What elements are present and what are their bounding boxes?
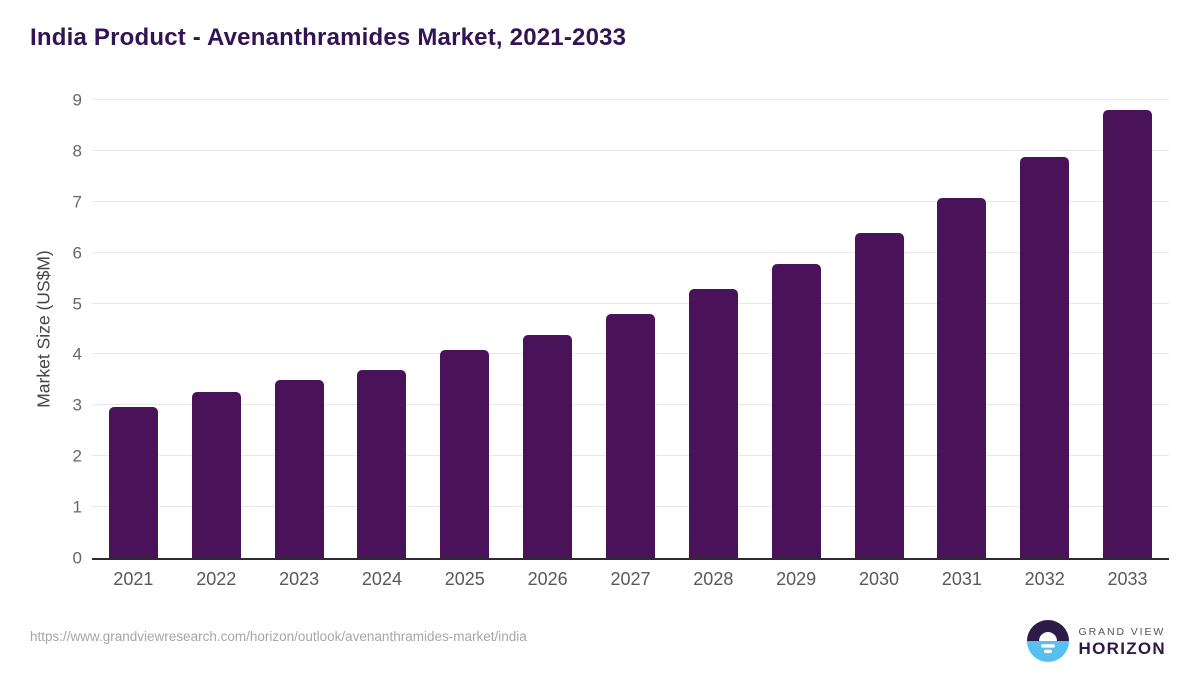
y-axis-tick-labels: 0 1 2 3 4 5 6 7 8 9 <box>50 92 82 567</box>
logo-grand-view-text: GRAND VIEW <box>1078 625 1166 638</box>
x-tick-label-2023: 2023 <box>279 569 320 589</box>
bar-slot <box>755 100 838 558</box>
y-tick-label: 5 <box>72 294 82 314</box>
bar-2029[interactable] <box>771 263 821 558</box>
bar-2032[interactable] <box>1020 157 1070 558</box>
x-tick-label-2021: 2021 <box>113 569 154 589</box>
bar-slot <box>341 100 424 558</box>
bar-slot <box>672 100 755 558</box>
x-axis-tick-labels: 2021 2022 2023 2024 2025 2026 2027 2028 2029 2030… <box>92 569 1169 590</box>
bar-2021[interactable] <box>108 406 158 558</box>
gridline <box>92 302 1169 304</box>
bar-series <box>92 100 1169 558</box>
bar-2031[interactable] <box>937 197 987 558</box>
y-tick-label: 9 <box>72 90 82 110</box>
bar-slot <box>589 100 672 558</box>
x-tick-label-2027: 2027 <box>610 569 651 589</box>
x-tick-label-2031: 2031 <box>941 569 982 589</box>
brand-logo: GRAND VIEW HORIZON <box>1026 620 1166 662</box>
bar-2025[interactable] <box>440 349 490 558</box>
y-tick-label: 3 <box>72 395 82 415</box>
bar-slot <box>258 100 341 558</box>
bar-2022[interactable] <box>191 391 241 558</box>
bar-2033[interactable] <box>1103 110 1153 558</box>
plot-area <box>92 99 1169 560</box>
gridline <box>92 99 1169 100</box>
y-tick-label: 7 <box>72 192 82 212</box>
bar-2023[interactable] <box>274 380 324 558</box>
gridline <box>92 251 1169 253</box>
gridline <box>92 200 1169 202</box>
bar-slot <box>1003 100 1086 558</box>
chart-title: India Product - Avenanthramides Market, … <box>30 24 627 51</box>
y-tick-label: 1 <box>72 497 82 517</box>
x-tick-label-2022: 2022 <box>196 569 237 589</box>
x-tick-label-2025: 2025 <box>444 569 485 589</box>
bar-slot <box>175 100 258 558</box>
bar-2028[interactable] <box>688 288 738 558</box>
x-tick-label-2026: 2026 <box>527 569 568 589</box>
x-tick-label-2033: 2033 <box>1107 569 1148 589</box>
logo-horizon-text: HORIZON <box>1078 638 1166 658</box>
bar-slot <box>920 100 1003 558</box>
bar-2030[interactable] <box>854 232 904 558</box>
bar-2026[interactable] <box>523 334 573 558</box>
x-tick-label-2032: 2032 <box>1024 569 1065 589</box>
bar-2024[interactable] <box>357 370 407 558</box>
bar-2027[interactable] <box>605 314 655 558</box>
y-tick-label: 2 <box>72 446 82 466</box>
source-url: https://www.grandviewresearch.com/horizo… <box>30 629 527 644</box>
logo-wordmark: GRAND VIEW HORIZON <box>1079 626 1166 657</box>
bar-slot <box>423 100 506 558</box>
y-tick-label: 8 <box>72 141 82 161</box>
horizon-sunset-logo-icon <box>1026 620 1069 662</box>
y-tick-label: 6 <box>72 243 82 263</box>
y-tick-label: 4 <box>72 344 82 364</box>
bar-slot <box>506 100 589 558</box>
bar-slot <box>838 100 921 558</box>
y-tick-label: 0 <box>72 548 82 568</box>
x-tick-label-2029: 2029 <box>776 569 817 589</box>
bar-slot <box>1086 100 1169 558</box>
x-tick-label-2030: 2030 <box>858 569 900 589</box>
bar-slot <box>92 100 175 558</box>
x-tick-label-2028: 2028 <box>693 569 734 589</box>
x-tick-label-2024: 2024 <box>361 569 402 589</box>
gridline <box>92 149 1169 151</box>
